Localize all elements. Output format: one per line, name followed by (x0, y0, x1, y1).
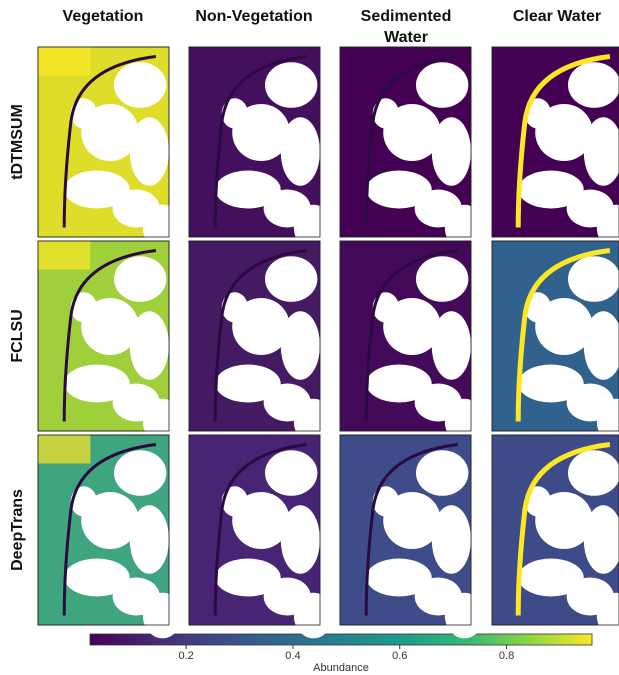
no-data-area (142, 592, 183, 639)
no-data-area (264, 256, 318, 302)
no-data-area (567, 450, 619, 496)
no-data-area (293, 592, 334, 639)
no-data-area (567, 256, 619, 302)
no-data-area (431, 117, 471, 186)
river (364, 55, 459, 228)
colorbar-tick-label: 0.4 (285, 650, 300, 662)
no-data-area (583, 117, 619, 186)
row-label: FCLSU (9, 309, 26, 362)
no-data-area (444, 592, 485, 639)
no-data-area (142, 204, 183, 251)
river (62, 443, 157, 616)
column-header: Vegetation (62, 8, 144, 25)
panel-frame (339, 46, 472, 238)
colorbar-label: Abundance (313, 662, 369, 674)
no-data-area (366, 364, 432, 403)
no-data-area (518, 558, 584, 597)
no-data-area (215, 558, 281, 597)
row-label: tDTMSUM (9, 104, 26, 180)
panel-frame (37, 240, 170, 432)
no-data-area (113, 62, 167, 108)
no-data-area (293, 398, 334, 445)
map-overlay (38, 435, 91, 464)
column-header: Clear Water (512, 8, 602, 25)
no-data-area (444, 398, 485, 445)
no-data-area (372, 292, 399, 323)
panel-frame (37, 46, 170, 238)
no-data-area (583, 505, 619, 574)
column-header: Non-Vegetation (195, 8, 313, 25)
river (515, 54, 611, 228)
no-data-area (366, 170, 432, 209)
no-data-area (129, 505, 170, 574)
no-data-area (70, 486, 97, 517)
panel-frame (339, 434, 472, 626)
colorbar-tick-label: 0.8 (499, 650, 514, 662)
no-data-area (221, 292, 248, 323)
no-data-area (64, 364, 130, 403)
no-data-area (444, 204, 485, 251)
no-data-area (583, 311, 619, 380)
no-data-area (264, 62, 318, 108)
panel-frame (188, 434, 321, 626)
no-data-area (280, 117, 320, 186)
colorbar-tick-label: 0.6 (392, 650, 407, 662)
river (213, 55, 308, 228)
panel-frame (491, 46, 619, 238)
no-data-area (431, 311, 471, 380)
no-data-area (596, 204, 619, 251)
colorbar (89, 633, 593, 646)
panel-frame (491, 240, 619, 432)
no-data-area (70, 98, 97, 129)
map-overlay (38, 47, 91, 76)
no-data-area (221, 98, 248, 129)
panel-frame (37, 434, 170, 626)
no-data-area (129, 117, 170, 186)
no-data-area (70, 292, 97, 323)
panel-frame (339, 240, 472, 432)
no-data-area (113, 256, 167, 302)
river (213, 443, 308, 616)
river (515, 442, 611, 616)
colorbar-tick-label: 0.2 (178, 650, 193, 662)
row-label: DeepTrans (9, 489, 26, 571)
no-data-area (221, 486, 248, 517)
no-data-area (415, 256, 469, 302)
no-data-area (518, 170, 584, 209)
no-data-area (372, 486, 399, 517)
column-header: Sedimented Water (360, 8, 452, 46)
no-data-area (113, 450, 167, 496)
no-data-area (415, 62, 469, 108)
river (515, 248, 611, 422)
no-data-area (280, 505, 320, 574)
river (364, 249, 459, 422)
river (62, 55, 157, 228)
no-data-area (64, 558, 130, 597)
no-data-area (596, 398, 619, 445)
no-data-area (518, 364, 584, 403)
river (62, 249, 157, 422)
panel-frame (491, 434, 619, 626)
no-data-area (567, 62, 619, 108)
no-data-area (142, 398, 183, 445)
no-data-area (129, 311, 170, 380)
river (364, 443, 459, 616)
panel-frame (188, 46, 321, 238)
no-data-area (293, 204, 334, 251)
no-data-area (372, 98, 399, 129)
no-data-area (596, 592, 619, 639)
map-overlay (38, 241, 91, 270)
no-data-area (366, 558, 432, 597)
no-data-area (431, 505, 471, 574)
panel-frame (188, 240, 321, 432)
no-data-area (280, 311, 320, 380)
no-data-area (215, 364, 281, 403)
no-data-area (64, 170, 130, 209)
river (213, 249, 308, 422)
no-data-area (215, 170, 281, 209)
no-data-area (264, 450, 318, 496)
no-data-area (415, 450, 469, 496)
